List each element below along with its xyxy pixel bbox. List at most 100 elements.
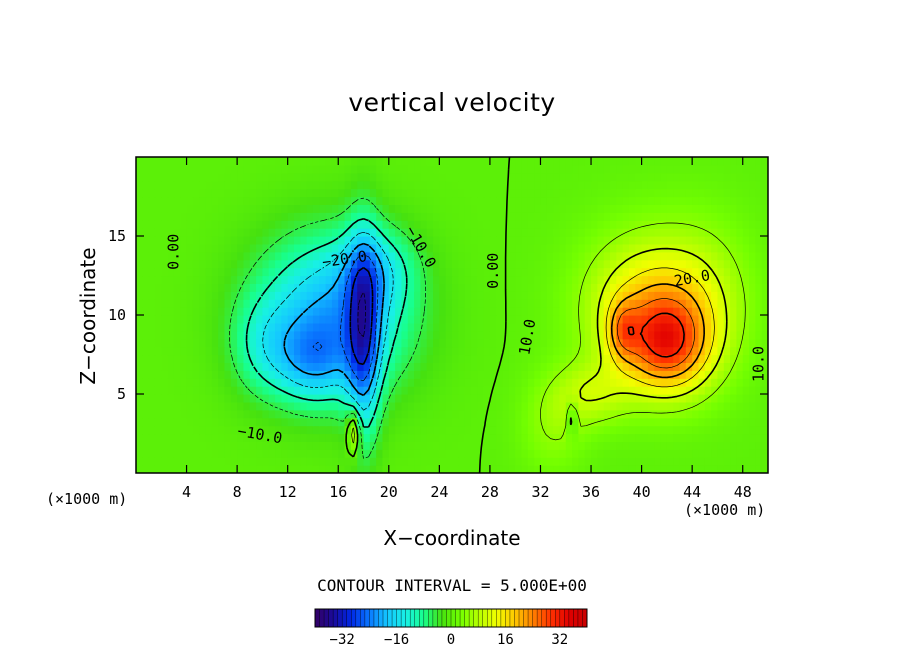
heatmap-cell [540,188,548,198]
heatmap-cell [477,283,485,292]
heatmap-cell [420,362,428,371]
heatmap-cell [610,251,617,261]
heatmap-cell [616,386,624,395]
heatmap-cell [218,307,226,316]
heatmap-cell [723,378,731,387]
heatmap-cell [584,425,592,435]
heatmap-cell [388,322,396,332]
heatmap-cell [433,251,440,261]
colorbar-swatch [432,609,438,627]
heatmap-cell [211,378,219,387]
heatmap-cell [628,220,636,229]
heatmap-cell [635,267,643,277]
heatmap-cell [249,157,257,166]
heatmap-cell [540,212,548,221]
heatmap-cell [755,417,763,427]
heatmap-cell [761,291,768,300]
heatmap-cell [559,307,567,316]
heatmap-cell [470,449,478,458]
heatmap-cell [591,394,598,403]
heatmap-cell [673,275,681,284]
heatmap-cell [704,362,712,371]
heatmap-cell [540,228,548,237]
heatmap-cell [515,267,523,277]
heatmap-cell [249,386,257,395]
heatmap-cell [470,370,478,379]
heatmap-cell [679,449,687,458]
heatmap-cell [553,433,561,442]
heatmap-cell [325,409,333,419]
heatmap-cell [521,299,529,308]
heatmap-cell [489,386,497,395]
heatmap-cell [205,204,213,213]
heatmap-cell [199,425,207,435]
heatmap-cell [458,164,466,174]
heatmap-cell [154,370,162,379]
heatmap-cell [338,196,346,205]
heatmap-cell [654,204,662,213]
heatmap-cell [249,465,257,473]
heatmap-cell [275,322,282,332]
heatmap-cell [268,243,276,253]
heatmap-cell [357,299,365,308]
heatmap-cell [508,354,516,363]
heatmap-cell [496,409,504,419]
heatmap-cell [654,220,662,229]
heatmap-cell [211,401,219,411]
heatmap-cell [692,394,700,403]
heatmap-cell [736,283,744,292]
heatmap-cell [407,204,415,213]
heatmap-cell [761,465,768,473]
heatmap-cell [369,180,377,190]
heatmap-cell [369,315,377,324]
colorbar-swatch [577,609,583,627]
heatmap-cell [376,157,384,166]
heatmap-cell [673,330,681,340]
heatmap-cell [610,164,617,174]
heatmap-cell [527,228,535,237]
heatmap-cell [281,220,289,229]
heatmap-cell [420,378,428,387]
heatmap-cell [218,322,226,332]
heatmap-cell [205,220,213,229]
heatmap-cell [294,307,301,316]
heatmap-cell [477,465,485,473]
heatmap-cell [306,315,314,324]
heatmap-cell [572,441,579,450]
heatmap-cell [262,196,270,205]
heatmap-cell [711,236,719,245]
heatmap-cell [275,457,282,466]
heatmap-cell [515,346,523,356]
heatmap-cell [256,157,263,166]
heatmap-cell [167,386,175,395]
heatmap-cell [660,433,668,442]
heatmap-cell [723,409,731,419]
heatmap-cell [730,433,737,442]
heatmap-cell [224,370,232,379]
heatmap-cell [268,267,276,277]
heatmap-cell [610,243,617,253]
heatmap-cell [704,204,712,213]
heatmap-cell [749,164,756,174]
heatmap-cell [148,212,156,221]
heatmap-cell [521,251,529,261]
heatmap-cell [439,346,447,356]
heatmap-cell [306,401,314,411]
heatmap-cell [761,378,768,387]
heatmap-cell [445,307,453,316]
heatmap-cell [262,465,270,473]
heatmap-cell [685,330,693,340]
heatmap-cell [445,275,453,284]
heatmap-cell [256,204,263,213]
heatmap-cell [515,354,523,363]
heatmap-cell [445,196,453,205]
heatmap-cell [635,449,643,458]
heatmap-cell [584,401,592,411]
heatmap-cell [281,441,289,450]
heatmap-cell [692,188,700,198]
heatmap-cell [464,394,472,403]
heatmap-cell [426,378,434,387]
heatmap-cell [761,417,768,427]
heatmap-cell [565,378,573,387]
heatmap-cell [414,267,421,277]
